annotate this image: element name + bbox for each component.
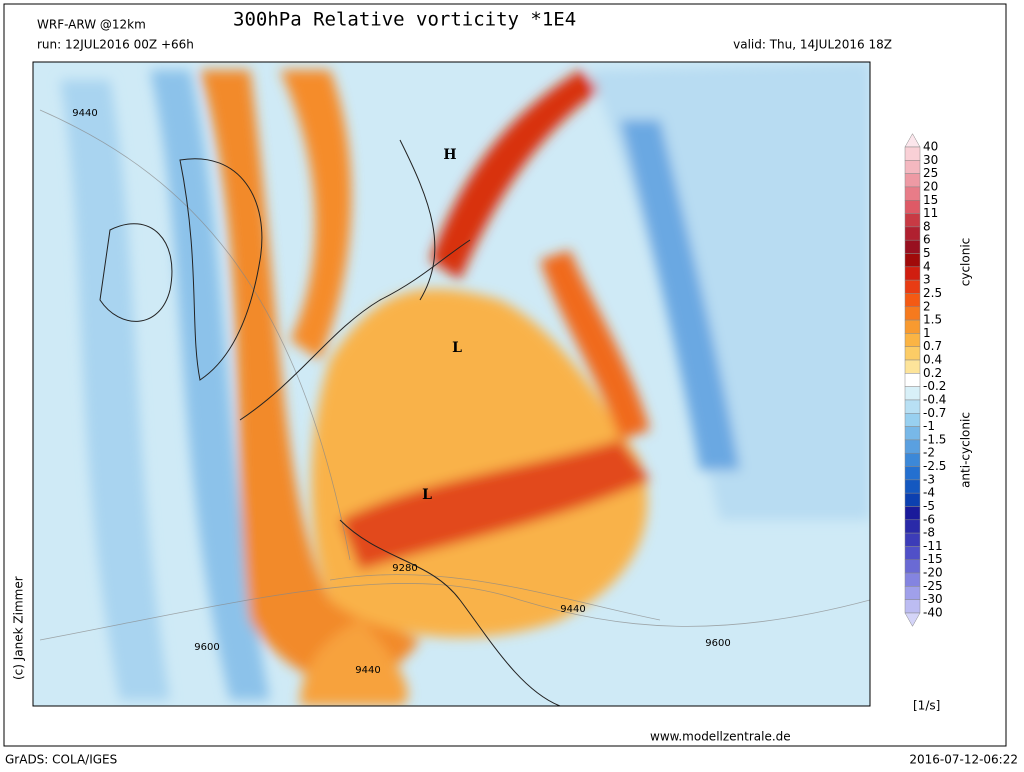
colorbar-box	[904, 572, 921, 587]
colorbar-box	[904, 479, 921, 494]
copyright: (c) Janek Zimmer	[12, 576, 26, 680]
colorbar-label: -40	[923, 606, 943, 620]
low-center: L	[422, 487, 432, 503]
colorbar-label: -3	[923, 472, 935, 486]
colorbar-label: 2.5	[923, 286, 942, 300]
valid: valid: Thu, 14JUL2016 18Z	[733, 38, 892, 52]
colorbar-box	[904, 173, 921, 188]
timestamp: 2016-07-12-06:22	[909, 753, 1018, 767]
colorbar-box	[904, 293, 921, 308]
colorbar-box	[904, 266, 921, 281]
colorbar-label: -6	[923, 512, 935, 526]
colorbar-label: 1.5	[923, 313, 942, 327]
colorbar-label: 6	[923, 233, 931, 247]
colorbar-label: 40	[923, 140, 938, 154]
colorbar-label: 0.2	[923, 366, 942, 380]
frame	[3, 3, 1007, 747]
colorbar-box	[904, 466, 921, 481]
colorbar-box	[904, 253, 921, 268]
colorbar-box	[904, 492, 921, 507]
colorbar-box	[904, 546, 921, 560]
colorbar-label: -25	[923, 579, 943, 593]
colorbar-box	[904, 346, 921, 361]
colorbar-label: -0.7	[923, 406, 946, 420]
colorbar-box	[904, 532, 921, 547]
map-border	[32, 61, 871, 707]
colorbar-label: 3	[923, 273, 931, 287]
colorbar-label: 11	[923, 206, 938, 220]
colorbar-box	[904, 452, 921, 467]
contour-label: 9440	[355, 665, 380, 676]
colorbar-cap	[904, 133, 921, 148]
colorbar-label: 1	[923, 326, 931, 340]
colorbar-box	[904, 239, 921, 254]
colorbar-label: 15	[923, 193, 938, 207]
colorbar-box	[904, 306, 921, 321]
software: GrADS: COLA/IGES	[5, 753, 117, 767]
colorbar-box	[904, 413, 921, 427]
colorbar-label: 25	[923, 166, 938, 180]
unit: [1/s]	[913, 699, 940, 713]
colorbar-label: 0.4	[923, 353, 942, 367]
title: 300hPa Relative vorticity *1E4	[233, 9, 576, 31]
colorbar-box	[904, 599, 921, 614]
low-center: L	[452, 340, 462, 356]
colorbar-label: 8	[923, 219, 931, 233]
colorbar-box	[904, 213, 921, 228]
colorbar-box	[904, 399, 921, 414]
colorbar-box	[904, 439, 921, 454]
colorbar-label: 30	[923, 153, 938, 167]
model: WRF-ARW @12km	[37, 18, 146, 32]
colorbar-label: -5	[923, 499, 935, 513]
colorbar-label: 20	[923, 179, 938, 193]
website: www.modellzentrale.de	[650, 730, 791, 744]
anticyclonic-label: anti-cyclonic	[959, 412, 973, 488]
colorbar-box	[904, 186, 921, 201]
map	[33, 62, 870, 706]
colorbar-label: 4	[923, 259, 931, 273]
colorbar-label: -15	[923, 552, 943, 566]
colorbar-box	[904, 559, 921, 574]
colorbar-box	[904, 226, 921, 241]
colorbar-label: -11	[923, 539, 943, 553]
high-center: H	[443, 147, 456, 163]
contour-label: 9600	[194, 642, 219, 653]
colorbar-label: -0.4	[923, 392, 946, 406]
colorbar-label: -20	[923, 566, 943, 580]
contour-label: 9440	[72, 108, 97, 119]
run: run: 12JUL2016 00Z +66h	[37, 38, 194, 52]
colorbar-box	[904, 200, 921, 214]
cyclonic-label: cyclonic	[959, 238, 973, 287]
colorbar-box	[904, 426, 921, 441]
colorbar-box	[904, 333, 921, 347]
colorbar-label: -4	[923, 486, 935, 500]
colorbar-box	[904, 279, 921, 294]
colorbar-label: -2.5	[923, 459, 946, 473]
colorbar-label: -1.5	[923, 432, 946, 446]
colorbar-label: -8	[923, 526, 935, 540]
colorbar-box	[904, 586, 921, 600]
colorbar-label: -2	[923, 446, 935, 460]
colorbar-label: -1	[923, 419, 935, 433]
colorbar-box	[904, 373, 921, 387]
colorbar-box	[904, 386, 921, 401]
colorbar-label: -30	[923, 592, 943, 606]
colorbar-cap	[904, 612, 921, 627]
contour-label: 9280	[392, 563, 417, 574]
colorbar: 403025201511865432.521.510.70.40.2-0.2-0…	[904, 133, 946, 627]
colorbar-box	[904, 359, 921, 374]
colorbar-label: 0.7	[923, 339, 942, 353]
colorbar-label: 5	[923, 246, 931, 260]
colorbar-label: -0.2	[923, 379, 946, 393]
contour-label: 9440	[560, 604, 585, 615]
colorbar-box	[904, 146, 921, 161]
colorbar-box	[904, 160, 921, 174]
colorbar-label: 2	[923, 299, 931, 313]
contour-label: 9600	[705, 638, 730, 649]
colorbar-box	[904, 506, 921, 521]
colorbar-box	[904, 319, 921, 334]
colorbar-box	[904, 519, 921, 534]
